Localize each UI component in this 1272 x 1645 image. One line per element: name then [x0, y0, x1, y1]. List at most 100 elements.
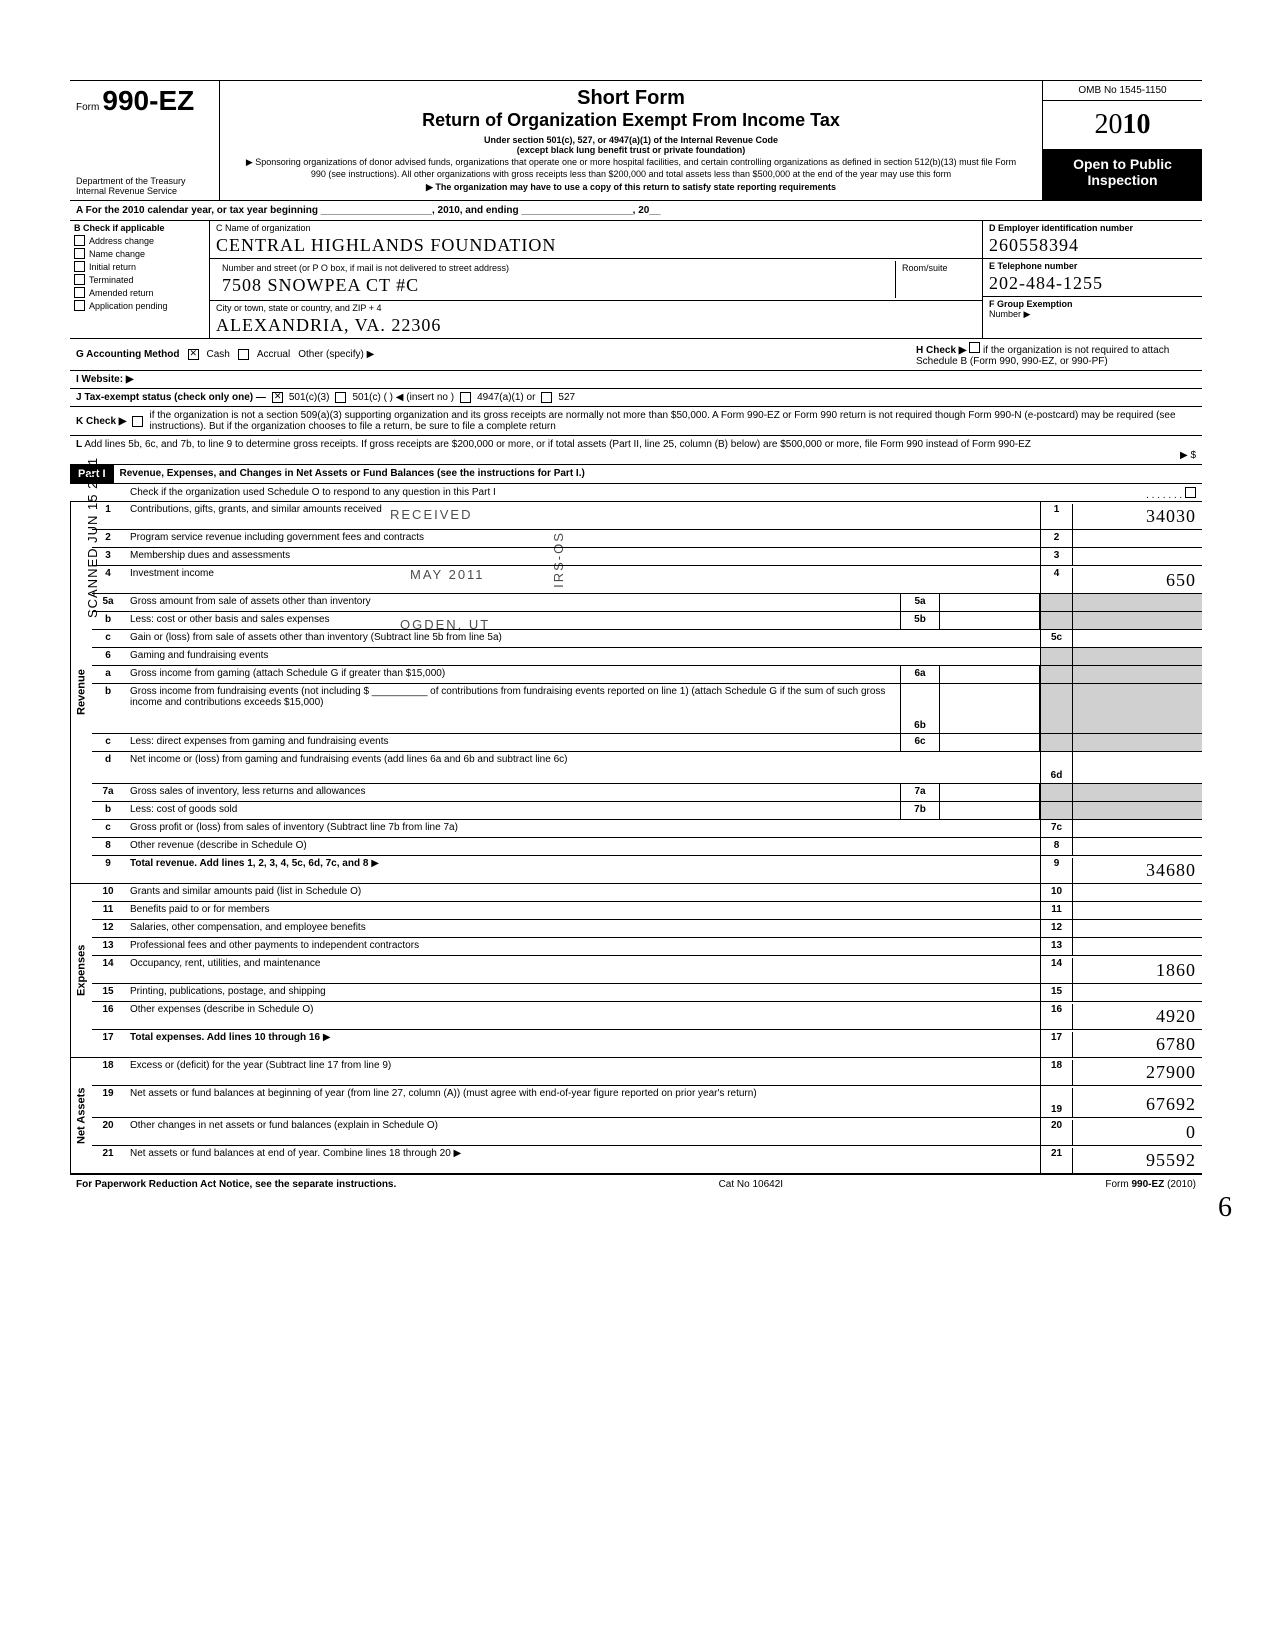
- chk-501c3[interactable]: [272, 392, 283, 403]
- ln7c-desc: Gross profit or (loss) from sales of inv…: [124, 820, 1040, 837]
- ln16-val: 4920: [1072, 1004, 1202, 1029]
- except-note: (except black lung benefit trust or priv…: [240, 145, 1022, 155]
- chk-cash[interactable]: [188, 349, 199, 360]
- ln14-desc: Occupancy, rent, utilities, and maintena…: [124, 956, 1040, 983]
- ln2-num: 2: [92, 530, 124, 547]
- footer-left: For Paperwork Reduction Act Notice, see …: [76, 1179, 396, 1190]
- ln20-num: 20: [92, 1118, 124, 1145]
- ln5a-sb: 5a: [900, 594, 940, 611]
- chk-name-change[interactable]: [74, 248, 85, 259]
- ln6b-box: [1040, 684, 1072, 733]
- ln17-box: 17: [1040, 1030, 1072, 1057]
- l-arrow: ▶ $: [76, 450, 1196, 461]
- chk-address-change[interactable]: [74, 235, 85, 246]
- tax-year: 2010: [1043, 101, 1202, 150]
- city-value: ALEXANDRIA, VA. 22306: [216, 315, 976, 336]
- ln6b-desc: Gross income from fundraising events (no…: [124, 684, 900, 733]
- l-label: L: [76, 439, 82, 450]
- ln6b-shade: [1072, 684, 1202, 733]
- ln6a-box: [1040, 666, 1072, 683]
- year-suffix: 10: [1123, 109, 1151, 140]
- chk-terminated[interactable]: [74, 274, 85, 285]
- ln7a-sv: [940, 784, 1040, 801]
- ln6c-num: c: [92, 734, 124, 751]
- ln6d-box: 6d: [1040, 752, 1072, 783]
- ln11-val: [1072, 902, 1202, 919]
- row-l: L Add lines 5b, 6c, and 7b, to line 9 to…: [70, 436, 1202, 465]
- ln9-val: 34680: [1072, 858, 1202, 883]
- ln1-num: 1: [92, 502, 124, 529]
- open-label: Open to Public: [1045, 156, 1200, 172]
- chk-527[interactable]: [541, 392, 552, 403]
- ln18-box: 18: [1040, 1058, 1072, 1085]
- h-label: H Check ▶: [916, 345, 966, 356]
- l-text: Add lines 5b, 6c, and 7b, to line 9 to d…: [84, 439, 1031, 450]
- ln7c-box: 7c: [1040, 820, 1072, 837]
- ln5b-num: b: [92, 612, 124, 629]
- lbl-other: Other (specify) ▶: [298, 349, 374, 360]
- part1-title: Revenue, Expenses, and Changes in Net As…: [114, 465, 1202, 483]
- ln19-num: 19: [92, 1086, 124, 1117]
- ein-value: 260558394: [989, 235, 1196, 256]
- row-g-accounting: G Accounting Method Cash Accrual Other (…: [70, 339, 1202, 371]
- org-name-label: C Name of organization: [216, 223, 976, 233]
- ln7a-shade: [1072, 784, 1202, 801]
- sponsor-text: ▶ Sponsoring organizations of donor advi…: [240, 157, 1022, 180]
- row-a-text: A For the 2010 calendar year, or tax yea…: [76, 205, 660, 216]
- i-label: I Website: ▶: [76, 374, 134, 385]
- ln8-val: [1072, 838, 1202, 855]
- ln6b-sv: [940, 684, 1040, 733]
- ln6-shade: [1072, 648, 1202, 665]
- ln15-val: [1072, 984, 1202, 1001]
- lbl-501c3: 501(c)(3): [289, 392, 330, 403]
- ln5a-desc: Gross amount from sale of assets other t…: [124, 594, 900, 611]
- ln6c-desc: Less: direct expenses from gaming and fu…: [124, 734, 900, 751]
- chk-k[interactable]: [132, 416, 143, 427]
- ln6b-sb: 6b: [900, 684, 940, 733]
- form-990ez: SCANNED JUN 15 2011 Form 990-EZ Departme…: [70, 80, 1202, 1194]
- ln7b-sv: [940, 802, 1040, 819]
- ln1-desc: Contributions, gifts, grants, and simila…: [124, 502, 1040, 529]
- chk-initial-return[interactable]: [74, 261, 85, 272]
- ln1-box: 1: [1040, 502, 1072, 529]
- ln6c-box: [1040, 734, 1072, 751]
- inspection-label: Inspection: [1045, 172, 1200, 188]
- header-right: OMB No 1545-1150 2010 Open to Public Ins…: [1042, 81, 1202, 200]
- ln5b-sv: [940, 612, 1040, 629]
- lbl-527: 527: [558, 392, 575, 403]
- ln6d-num: d: [92, 752, 124, 783]
- lbl-name-change: Name change: [89, 249, 145, 259]
- ln9-box: 9: [1040, 856, 1072, 883]
- ln13-val: [1072, 938, 1202, 955]
- ln6a-sv: [940, 666, 1040, 683]
- ln21-desc: Net assets or fund balances at end of ye…: [130, 1148, 451, 1159]
- chk-schedule-o[interactable]: [1185, 487, 1196, 498]
- ln15-num: 15: [92, 984, 124, 1001]
- ln12-box: 12: [1040, 920, 1072, 937]
- part1-check-o: Check if the organization used Schedule …: [70, 484, 1202, 502]
- ln17-num: 17: [92, 1030, 124, 1057]
- chk-501c[interactable]: [335, 392, 346, 403]
- chk-h[interactable]: [969, 342, 980, 353]
- chk-accrual[interactable]: [238, 349, 249, 360]
- header-center: Short Form Return of Organization Exempt…: [220, 81, 1042, 200]
- ln20-box: 20: [1040, 1118, 1072, 1145]
- chk-amended[interactable]: [74, 287, 85, 298]
- ln18-desc: Excess or (deficit) for the year (Subtra…: [124, 1058, 1040, 1085]
- ln5c-val: [1072, 630, 1202, 647]
- chk-pending[interactable]: [74, 300, 85, 311]
- chk-4947[interactable]: [460, 392, 471, 403]
- under-section: Under section 501(c), 527, or 4947(a)(1)…: [240, 135, 1022, 145]
- ln6a-sb: 6a: [900, 666, 940, 683]
- ln13-num: 13: [92, 938, 124, 955]
- header-left: Form 990-EZ Department of the Treasury I…: [70, 81, 220, 200]
- lbl-terminated: Terminated: [89, 275, 134, 285]
- omb-number: OMB No 1545-1150: [1043, 81, 1202, 101]
- part1-header-row: Part I Revenue, Expenses, and Changes in…: [70, 465, 1202, 484]
- ln20-val: 0: [1072, 1120, 1202, 1145]
- revenue-section: Revenue 1Contributions, gifts, grants, a…: [70, 502, 1202, 884]
- irs-label: Internal Revenue Service: [76, 186, 213, 196]
- ln14-num: 14: [92, 956, 124, 983]
- group-number: Number ▶: [989, 309, 1196, 320]
- ln5a-box: [1040, 594, 1072, 611]
